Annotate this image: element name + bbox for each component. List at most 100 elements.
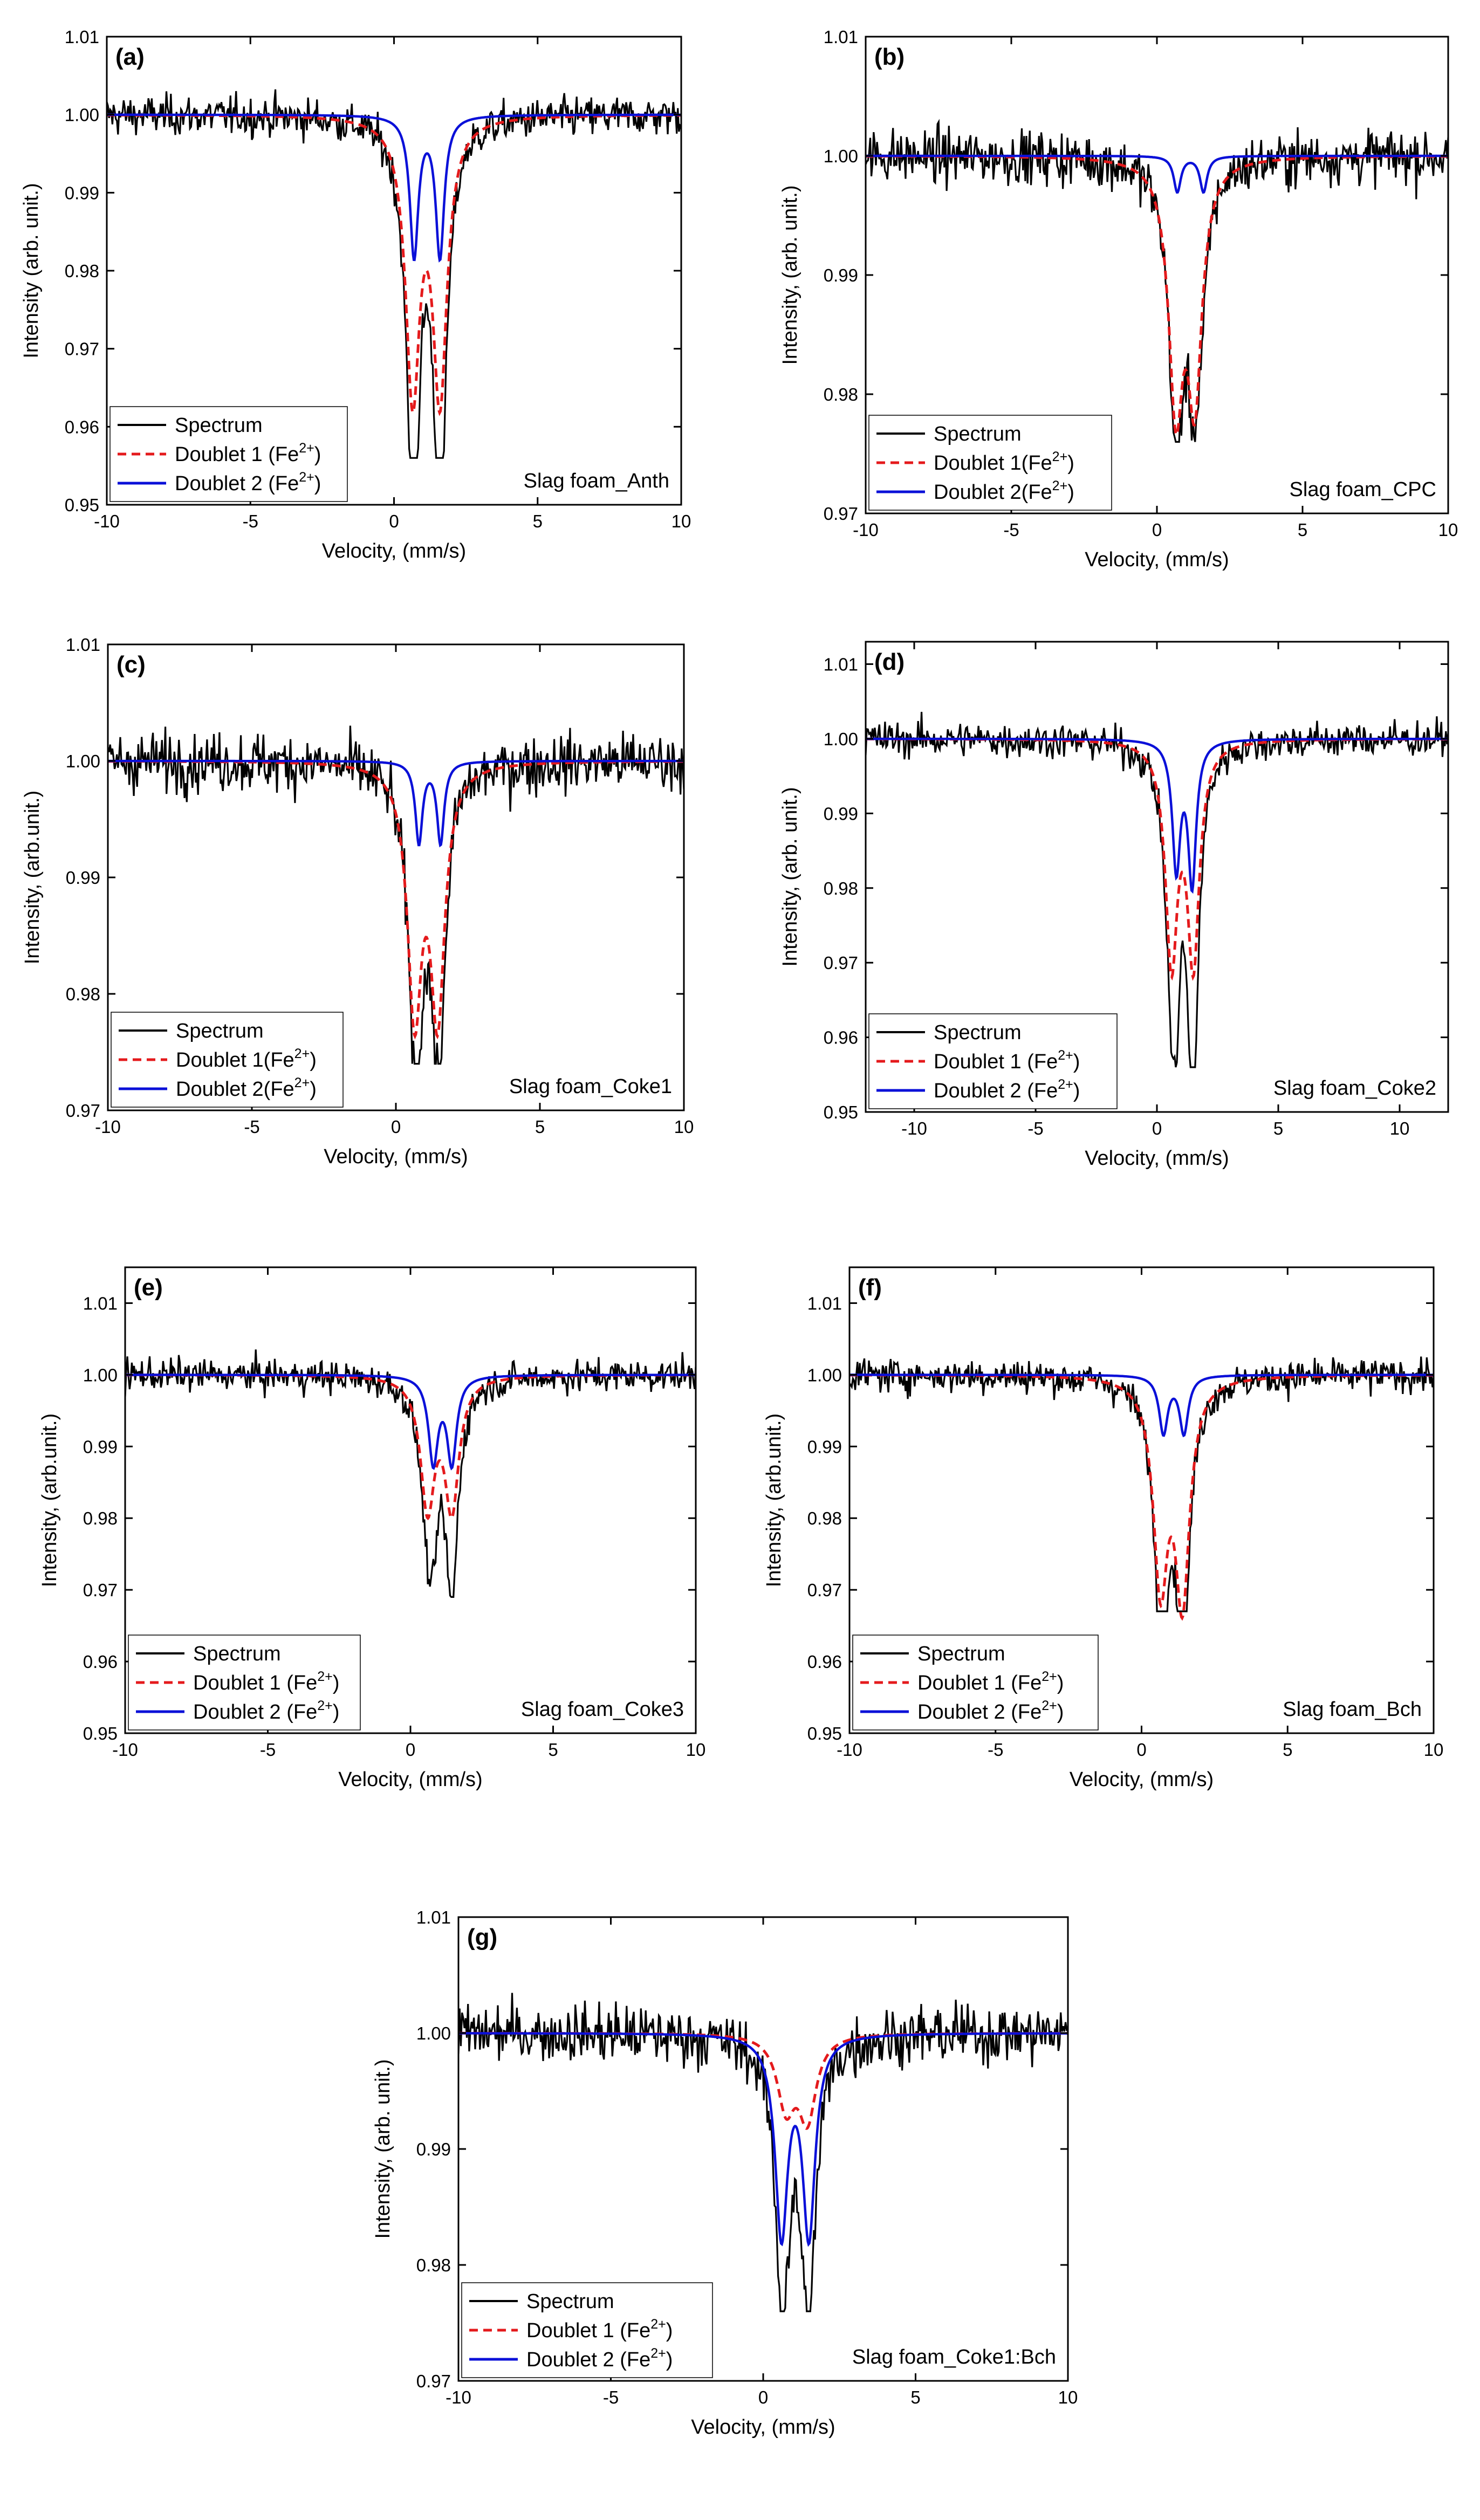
- doublet1-line: [849, 1374, 1434, 1621]
- y-tick-label: 0.97: [807, 1580, 842, 1600]
- chart-panel: -10 -5 0 5 10 0.97 0.98 0.99 1.00 1.01 Velocity, (…: [372, 1907, 1078, 2439]
- y-axis-label: Intensity (arb. unit.): [20, 183, 43, 358]
- y-tick-label: 0.97: [83, 1580, 118, 1600]
- x-tick-label: 0: [391, 1117, 401, 1137]
- y-tick-label: 1.00: [83, 1365, 118, 1385]
- x-tick-label: 10: [1390, 1118, 1410, 1138]
- y-tick-label: 1.00: [807, 1365, 842, 1385]
- x-tick-label: 5: [535, 1117, 545, 1137]
- x-tick-label: 5: [1283, 1740, 1292, 1760]
- x-tick-label: 5: [1273, 1118, 1283, 1138]
- doublet2-line: [866, 154, 1448, 194]
- spectrum-line: [849, 1356, 1434, 1612]
- y-tick-label: 1.00: [416, 2023, 451, 2043]
- y-tick-label: 0.98: [83, 1508, 118, 1528]
- x-tick-label: 5: [1298, 520, 1307, 540]
- panel-tag: (b): [874, 44, 905, 70]
- sample-name: Slag foam_Bch: [1283, 1698, 1422, 1721]
- x-tick-label: -10: [853, 520, 879, 540]
- y-axis-label: Intensity, (arb.unit.): [21, 791, 44, 964]
- doublet2-line: [108, 759, 684, 848]
- y-tick-label: 0.96: [824, 1028, 858, 1048]
- x-tick-label: -5: [244, 1117, 259, 1137]
- chart-panel: -10 -5 0 5 10 0.95 0.96 0.97 0.98 0.99 1.00 1.01 Vel…: [779, 641, 1449, 1170]
- y-tick-label: 1.01: [66, 635, 100, 655]
- plot-area: [108, 725, 684, 1065]
- doublet1-line: [866, 737, 1448, 981]
- x-tick-label: -5: [1003, 520, 1019, 540]
- y-tick-label: 0.95: [65, 495, 99, 515]
- legend-label-spectrum: Spectrum: [917, 1643, 1005, 1665]
- panel-tag: (c): [117, 651, 146, 678]
- chart-panel: -10 -5 0 5 10 0.95 0.96 0.97 0.98 0.99 1.00 1.01 Vel…: [763, 1266, 1444, 1791]
- doublet2-line: [866, 737, 1448, 894]
- y-axis-label: Intensity, (arb.unit.): [38, 1413, 61, 1587]
- doublet1-line: [107, 113, 681, 416]
- chart-panel: -10 -5 0 5 10 0.95 0.96 0.97 0.98 0.99 1.00 1.01 Vel…: [20, 27, 691, 562]
- y-tick-label: 0.99: [66, 868, 100, 888]
- x-tick-label: -5: [243, 511, 258, 531]
- spectrum-line: [866, 712, 1448, 1068]
- legend-label-doublet2: Doublet 2 (Fe2+): [917, 1698, 1064, 1724]
- x-tick-label: 10: [674, 1117, 694, 1137]
- y-tick-label: 0.99: [824, 265, 858, 285]
- y-axis-label: Intensity, (arb. unit.): [779, 186, 801, 365]
- legend-label-doublet2: Doublet 2 (Fe2+): [934, 1077, 1080, 1102]
- panel-tag: (g): [467, 1924, 497, 1951]
- x-tick-label: 5: [533, 511, 543, 531]
- y-tick-label: 0.99: [824, 804, 858, 823]
- spectrum-line: [108, 725, 684, 1065]
- y-tick-label: 1.01: [416, 1907, 451, 1927]
- y-tick-label: 0.95: [83, 1724, 118, 1743]
- x-tick-label: 10: [1424, 1740, 1444, 1760]
- x-axis-label: Velocity, (mm/s): [1070, 1768, 1214, 1791]
- y-tick-label: 0.98: [824, 878, 858, 898]
- legend-label-doublet1: Doublet 1 (Fe2+): [175, 441, 321, 466]
- legend-label-doublet2: Doublet 2(Fe2+): [934, 478, 1074, 504]
- doublet2-line: [458, 2032, 1068, 2247]
- x-tick-label: 5: [548, 1740, 558, 1760]
- y-tick-label: 0.96: [65, 417, 99, 437]
- x-tick-label: -10: [95, 1117, 121, 1137]
- legend-label-doublet2: Doublet 2(Fe2+): [176, 1075, 317, 1101]
- y-tick-label: 1.01: [65, 27, 99, 47]
- x-tick-label: 0: [758, 2387, 768, 2407]
- doublet2-line: [107, 113, 681, 263]
- plot-area: [458, 1993, 1068, 2312]
- y-tick-label: 0.97: [824, 953, 858, 973]
- legend-label-doublet1: Doublet 1 (Fe2+): [193, 1669, 339, 1694]
- y-tick-label: 1.01: [83, 1293, 118, 1313]
- x-axis-label: Velocity, (mm/s): [1085, 548, 1229, 571]
- plot-area: [107, 89, 681, 459]
- legend-label-spectrum: Spectrum: [176, 1020, 264, 1042]
- doublet1-line: [108, 760, 684, 1040]
- x-axis-label: Velocity, (mm/s): [322, 540, 466, 562]
- x-tick-label: 10: [686, 1740, 706, 1760]
- x-tick-label: -10: [446, 2387, 471, 2407]
- plot-area: [125, 1349, 696, 1598]
- sample-name: Slag foam_Coke2: [1273, 1077, 1436, 1100]
- y-tick-label: 0.97: [66, 1101, 100, 1121]
- y-tick-label: 0.99: [807, 1437, 842, 1457]
- sample-name: Slag foam_Coke3: [521, 1698, 684, 1721]
- y-tick-label: 0.97: [65, 339, 99, 359]
- plot-area: [849, 1356, 1434, 1621]
- chart-panel: -10 -5 0 5 10 0.97 0.98 0.99 1.00 1.01 Velocity, (…: [779, 27, 1458, 571]
- y-tick-label: 1.01: [824, 655, 858, 675]
- y-tick-label: 0.99: [65, 183, 99, 203]
- y-tick-label: 0.96: [807, 1652, 842, 1672]
- chart-panel: -10 -5 0 5 10 0.97 0.98 0.99 1.00 1.01 Velocity, (…: [21, 635, 694, 1168]
- legend-label-spectrum: Spectrum: [175, 414, 263, 437]
- x-tick-label: 10: [1058, 2387, 1078, 2407]
- y-tick-label: 0.98: [65, 261, 99, 281]
- y-tick-label: 0.96: [83, 1652, 118, 1672]
- x-tick-label: -10: [94, 511, 120, 531]
- spectrum-line: [866, 119, 1448, 443]
- x-axis-label: Velocity, (mm/s): [338, 1768, 482, 1791]
- y-tick-label: 0.95: [807, 1724, 842, 1743]
- x-axis-label: Velocity, (mm/s): [691, 2416, 835, 2439]
- y-tick-label: 0.97: [416, 2371, 451, 2391]
- x-tick-label: 5: [910, 2387, 920, 2407]
- panel-tag: (e): [134, 1274, 163, 1301]
